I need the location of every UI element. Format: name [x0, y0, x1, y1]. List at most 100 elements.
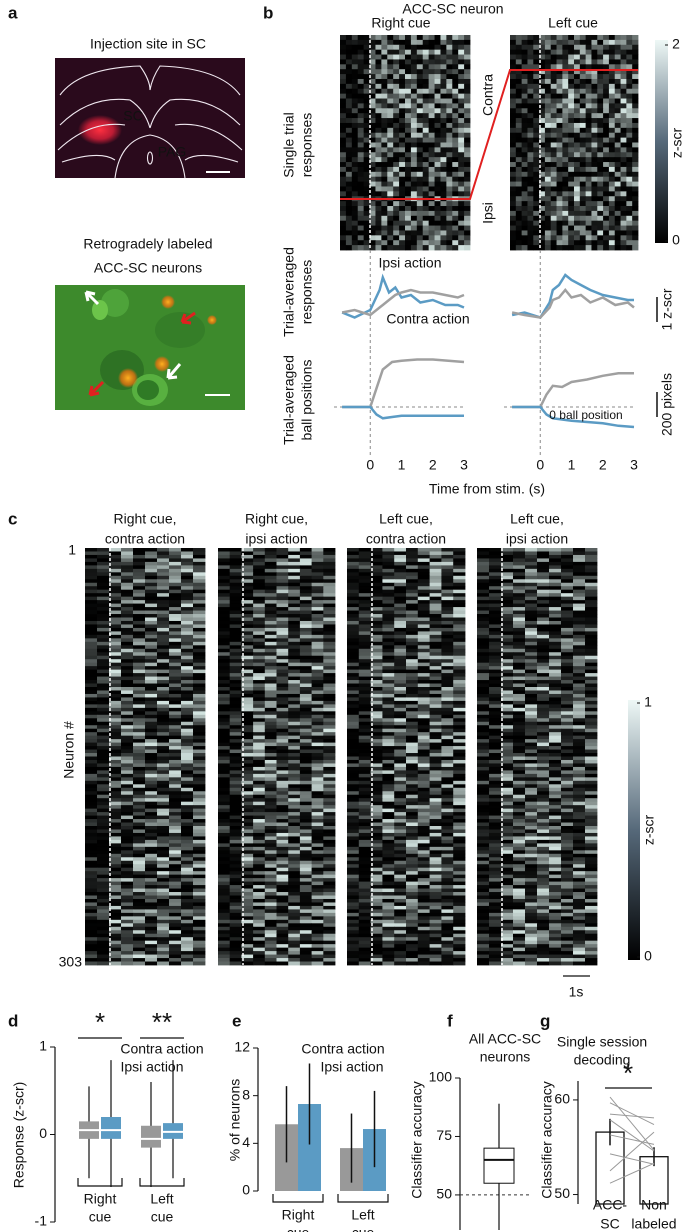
- heatmap-cell: [157, 729, 169, 733]
- heatmap-cell: [277, 739, 289, 743]
- heatmap-cell: [109, 656, 121, 660]
- heatmap-cell: [265, 941, 277, 945]
- heatmap-cell: [446, 245, 452, 250]
- heatmap-cell: [621, 118, 627, 123]
- heatmap-cell: [340, 84, 346, 89]
- heatmap-cell: [340, 186, 346, 191]
- heatmap-cell: [458, 206, 464, 211]
- heatmap-cell: [312, 697, 324, 701]
- heatmap-cell: [533, 230, 539, 235]
- heatmap-cell: [557, 211, 563, 216]
- heatmap-cell: [382, 718, 394, 722]
- heatmap-cell: [300, 666, 312, 670]
- heatmap-cell: [230, 816, 242, 820]
- heatmap-cell: [253, 659, 265, 663]
- heatmap-cell: [218, 638, 230, 642]
- heatmap-cell: [323, 611, 335, 615]
- heatmap-cell: [300, 572, 312, 576]
- heatmap-cell: [458, 157, 464, 162]
- heatmap-cell: [411, 245, 417, 250]
- heatmap-cell: [516, 108, 522, 113]
- heatmap-cell: [430, 576, 442, 580]
- heatmap-cell: [626, 94, 632, 99]
- heatmap-cell: [586, 157, 592, 162]
- heatmap-cell: [551, 172, 557, 177]
- heatmap-cell: [169, 951, 181, 955]
- heatmap-cell: [452, 108, 458, 113]
- heatmap-cell: [399, 35, 405, 40]
- heatmap-cell: [562, 240, 568, 245]
- heatmap-cell: [323, 757, 335, 761]
- heatmap-cell: [109, 638, 121, 642]
- heatmap-cell: [300, 736, 312, 740]
- heatmap-cell: [591, 89, 597, 94]
- heatmap-cell: [405, 147, 411, 152]
- heatmap-cell: [545, 128, 551, 133]
- heatmap-cell: [265, 614, 277, 618]
- heatmap-cell: [557, 133, 563, 138]
- heatmap-cell: [551, 221, 557, 226]
- heatmap-cell: [193, 944, 205, 948]
- heatmap-cell: [288, 652, 300, 656]
- heatmap-cell: [97, 871, 109, 875]
- heatmap-cell: [157, 861, 169, 865]
- heatmap-cell: [453, 579, 465, 583]
- heatmap-cell: [603, 108, 609, 113]
- heatmap-cell: [193, 642, 205, 646]
- heatmap-cell: [253, 795, 265, 799]
- heatmap-cell: [446, 64, 452, 69]
- heatmap-cell: [516, 235, 522, 240]
- heatmap-cell: [181, 680, 193, 684]
- heatmap-cell: [352, 55, 358, 60]
- heatmap-cell: [347, 711, 359, 715]
- heatmap-cell: [527, 59, 533, 64]
- heatmap-cell: [381, 59, 387, 64]
- heatmap-cell: [429, 230, 435, 235]
- heatmap-cell: [387, 167, 393, 172]
- heatmap-cell: [557, 113, 563, 118]
- heatmap-cell: [557, 177, 563, 182]
- heatmap-cell: [615, 40, 621, 45]
- heatmap-cell: [382, 652, 394, 656]
- heatmap-cell: [253, 909, 265, 913]
- heatmap-cell: [580, 216, 586, 221]
- heatmap-cell: [533, 103, 539, 108]
- heatmap-cell: [510, 196, 516, 201]
- heatmap-cell: [340, 128, 346, 133]
- heatmap-cell: [145, 690, 157, 694]
- heatmap-cell: [230, 642, 242, 646]
- heatmap-cell: [218, 677, 230, 681]
- heatmap-cell: [85, 642, 97, 646]
- heatmap-cell: [346, 201, 352, 206]
- heatmap-cell: [230, 579, 242, 583]
- heatmap-cell: [440, 201, 446, 206]
- heatmap-cell: [145, 586, 157, 590]
- heatmap-cell: [347, 729, 359, 733]
- heatmap-cell: [109, 555, 121, 559]
- heatmap-cell: [323, 937, 335, 941]
- heatmap-cell: [145, 826, 157, 830]
- heatmap-cell: [562, 143, 568, 148]
- heatmap-cell: [574, 59, 580, 64]
- heatmap-cell: [157, 750, 169, 754]
- heatmap-cell: [382, 621, 394, 625]
- heatmap-cell: [591, 108, 597, 113]
- heatmap-cell: [157, 857, 169, 861]
- heatmap-cell: [133, 958, 145, 962]
- heatmap-cell: [133, 600, 145, 604]
- heatmap-cell: [218, 739, 230, 743]
- heatmap-cell: [323, 638, 335, 642]
- heatmap-cell: [510, 89, 516, 94]
- heatmap-cell: [85, 670, 97, 674]
- heatmap-cell: [277, 809, 289, 813]
- heatmap-cell: [253, 562, 265, 566]
- heatmap-cell: [423, 45, 429, 50]
- heatmap-cell: [181, 913, 193, 917]
- heatmap-cell: [253, 663, 265, 667]
- heatmap-cell: [218, 878, 230, 882]
- heatmap-cell: [169, 600, 181, 604]
- heatmap-cell: [632, 230, 638, 235]
- heatmap-cell: [347, 548, 359, 552]
- heatmap-cell: [358, 133, 364, 138]
- heatmap-cell: [181, 569, 193, 573]
